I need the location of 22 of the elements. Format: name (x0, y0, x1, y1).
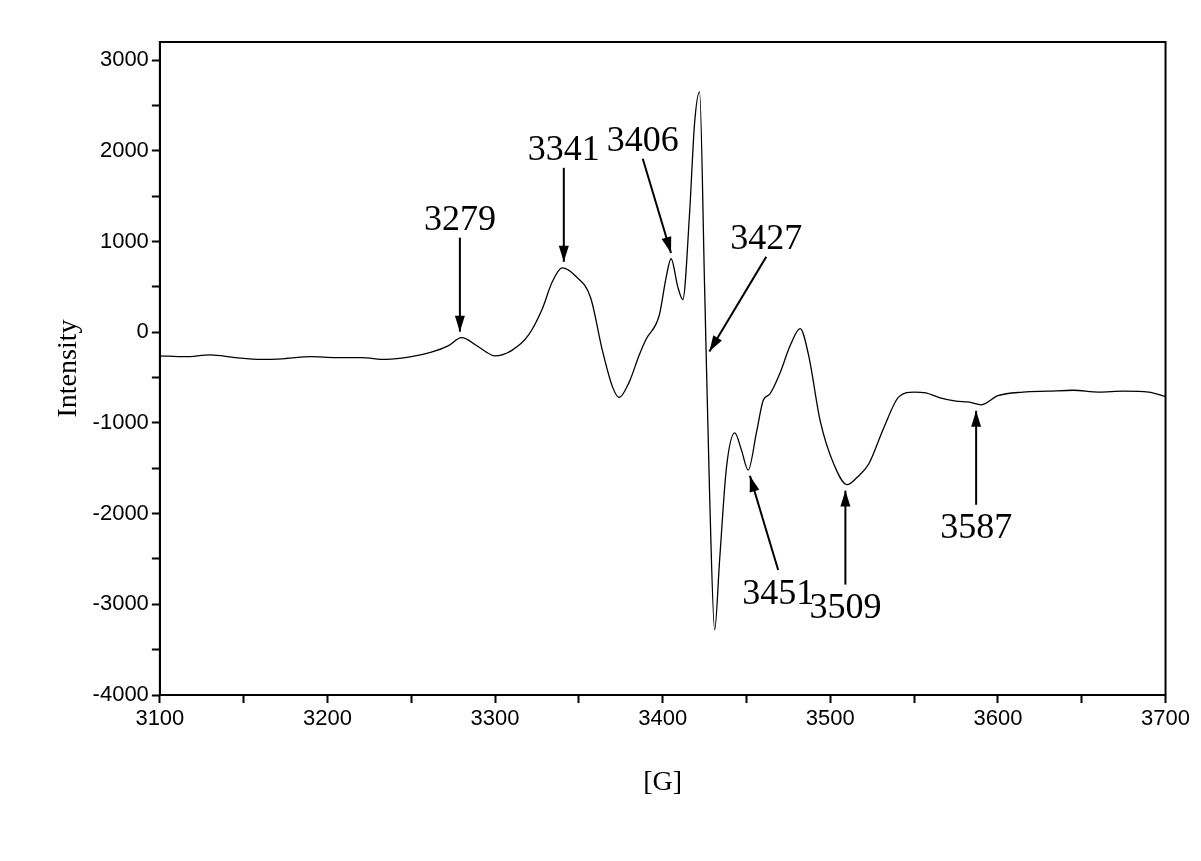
x-tick-label: 3300 (470, 705, 520, 731)
x-tick-label: 3600 (973, 705, 1023, 731)
x-axis-title: [G] (643, 764, 683, 796)
y-tick-label: -1000 (92, 408, 149, 434)
y-tick-label: 2000 (99, 136, 149, 162)
annotation: 3279 (423, 197, 496, 238)
y-tick-label: 0 (136, 318, 149, 344)
x-tick-label: 3400 (638, 705, 688, 731)
x-tick-label: 3200 (303, 705, 352, 731)
annotation: 3406 (606, 118, 679, 159)
y-tick-label: 3000 (99, 46, 149, 72)
x-tick-label: 3500 (805, 705, 855, 731)
y-tick-label: -4000 (92, 681, 149, 707)
y-tick-label: -2000 (92, 499, 149, 525)
x-tick-label: 3700 (1141, 705, 1191, 731)
x-tick-label: 3100 (135, 705, 185, 731)
annotation: 3587 (940, 506, 1013, 547)
annotation: 3341 (527, 127, 600, 168)
y-tick-label: -3000 (92, 590, 149, 616)
annotation: 3427 (730, 216, 803, 257)
y-axis-title: Intensity (51, 319, 83, 418)
y-tick-label: 1000 (99, 227, 149, 253)
